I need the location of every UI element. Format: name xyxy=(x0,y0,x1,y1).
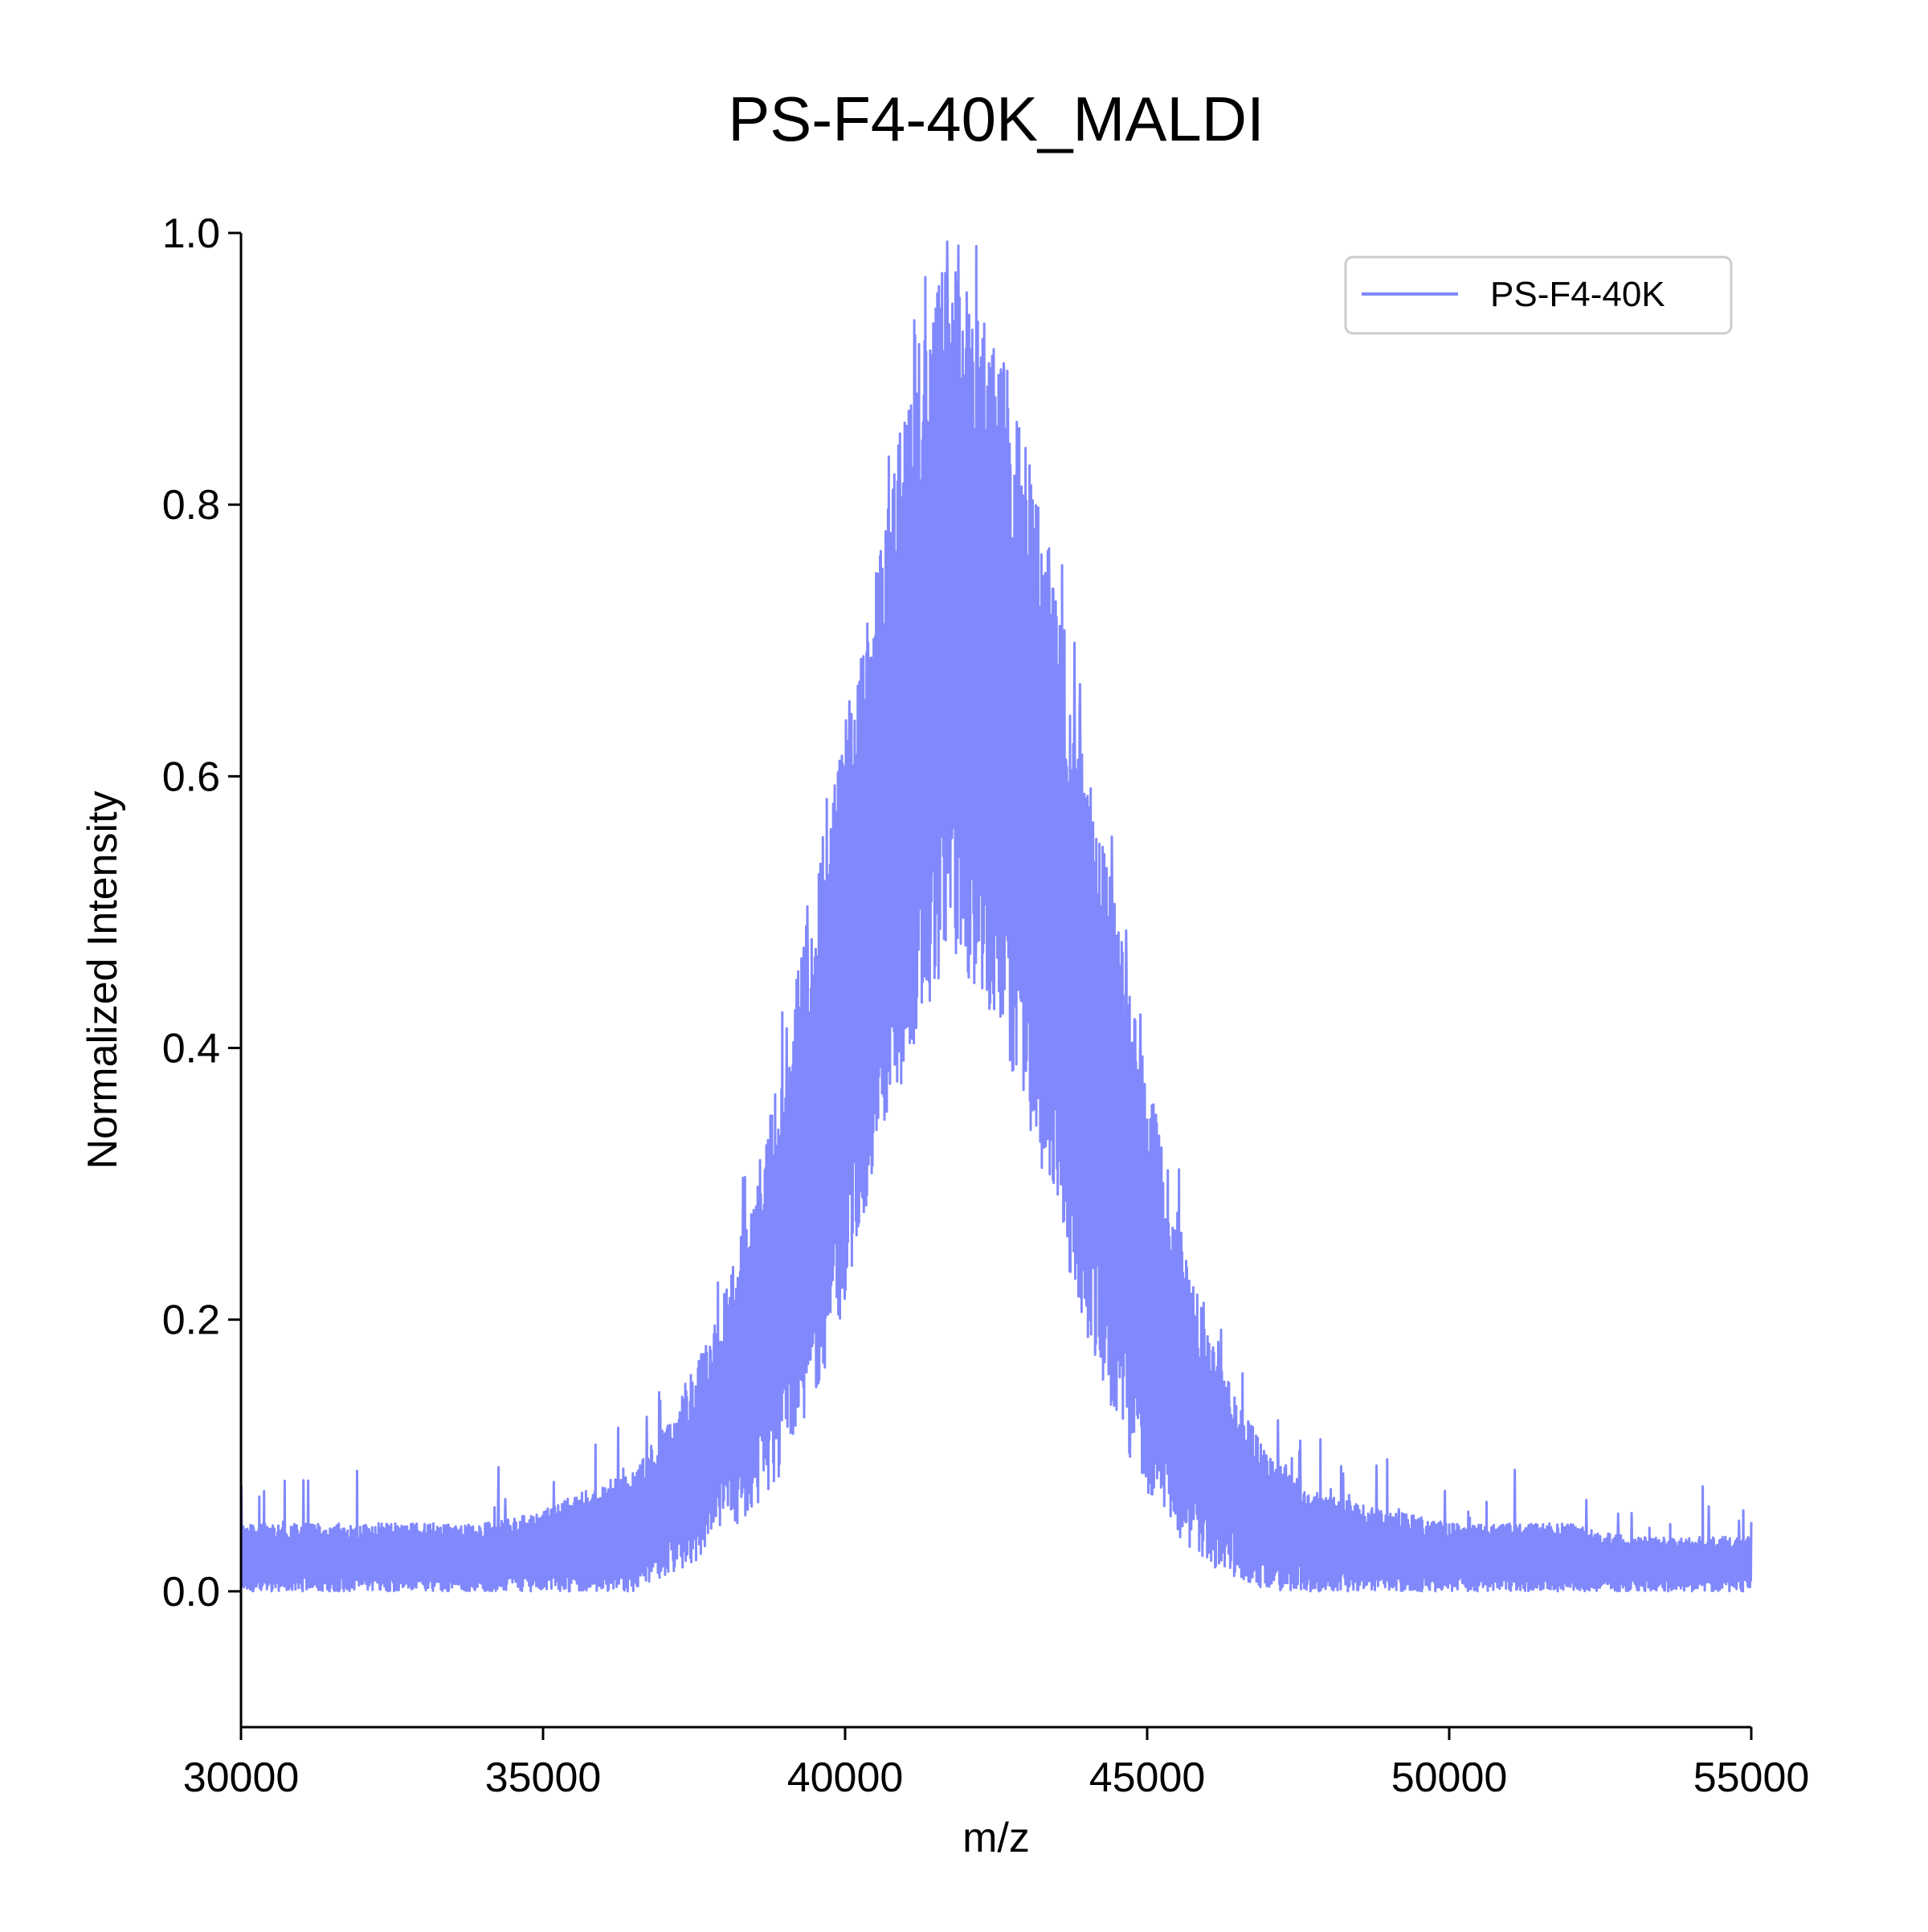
y-tick-label: 1.0 xyxy=(162,210,220,257)
legend: PS-F4-40K xyxy=(1344,255,1733,335)
chart-title: PS-F4-40K_MALDI xyxy=(728,84,1264,154)
plot-area xyxy=(239,240,1753,1593)
x-tick-label: 50000 xyxy=(1391,1754,1508,1801)
x-tick-label: 30000 xyxy=(183,1754,300,1801)
x-tick-label: 45000 xyxy=(1089,1754,1206,1801)
y-tick-label: 0.2 xyxy=(162,1297,220,1344)
x-tick-label: 55000 xyxy=(1693,1754,1810,1801)
legend-label: PS-F4-40K xyxy=(1490,275,1665,314)
y-axis-label: Normalized Intensity xyxy=(80,790,126,1169)
legend-box xyxy=(1344,255,1733,335)
y-tick-label: 0.8 xyxy=(162,482,220,529)
y-tick-label: 0.4 xyxy=(162,1026,220,1072)
axes xyxy=(239,233,1751,1729)
x-axis-label: m/z xyxy=(962,1815,1030,1861)
y-tick-label: 0.0 xyxy=(162,1569,220,1615)
y-tick-label: 0.6 xyxy=(162,754,220,800)
x-tick-label: 40000 xyxy=(787,1754,904,1801)
series-line-ps-f4-40k xyxy=(239,240,1753,1593)
y-ticks: 0.0 0.2 0.4 0.6 0.8 1.0 xyxy=(162,210,241,1615)
x-tick-label: 35000 xyxy=(485,1754,602,1801)
x-ticks: 30000 35000 40000 45000 50000 55000 xyxy=(183,1727,1810,1801)
